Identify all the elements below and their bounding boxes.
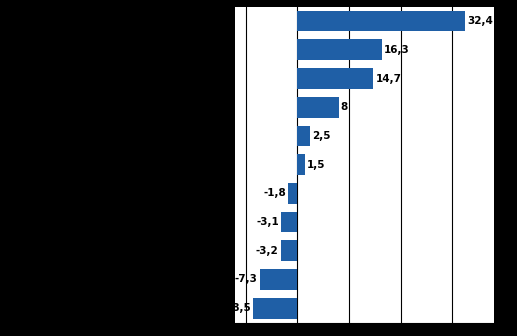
Bar [297, 97, 339, 118]
Bar [297, 39, 382, 60]
Text: -3,1: -3,1 [256, 217, 279, 227]
Text: 2,5: 2,5 [312, 131, 331, 141]
Text: 1,5: 1,5 [307, 160, 326, 170]
Bar [297, 11, 465, 31]
Text: 16,3: 16,3 [384, 45, 409, 55]
Bar [281, 241, 297, 261]
Bar [297, 154, 305, 175]
Text: -3,2: -3,2 [256, 246, 279, 256]
Bar [253, 298, 297, 319]
Bar [297, 126, 310, 146]
Bar [297, 68, 373, 89]
Text: -1,8: -1,8 [263, 188, 286, 198]
Bar [281, 212, 297, 233]
Text: -8,5: -8,5 [229, 303, 251, 313]
Text: 8: 8 [341, 102, 348, 112]
Bar [288, 183, 297, 204]
Bar [260, 269, 297, 290]
Text: -7,3: -7,3 [235, 275, 257, 285]
Text: 32,4: 32,4 [467, 16, 493, 26]
Text: 14,7: 14,7 [375, 74, 401, 84]
